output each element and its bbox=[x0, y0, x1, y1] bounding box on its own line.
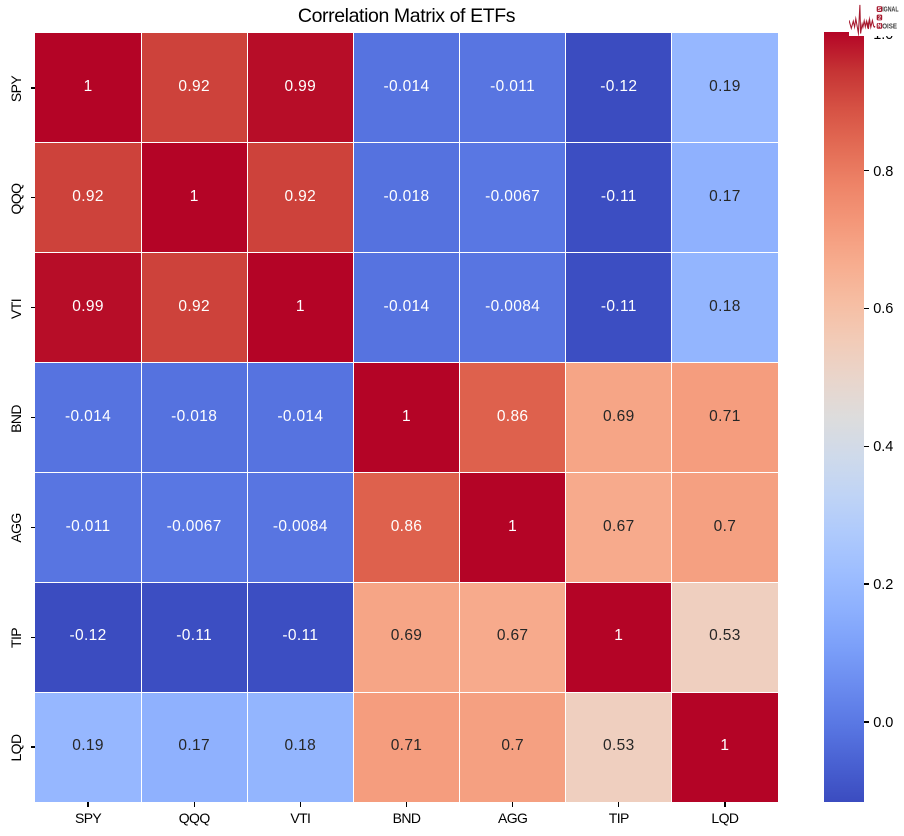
svg-text:N: N bbox=[877, 24, 881, 30]
svg-text:S: S bbox=[878, 7, 882, 13]
svg-text:OISE: OISE bbox=[882, 24, 897, 31]
svg-text:IGNAL: IGNAL bbox=[882, 7, 899, 14]
svg-text:2: 2 bbox=[878, 15, 881, 21]
